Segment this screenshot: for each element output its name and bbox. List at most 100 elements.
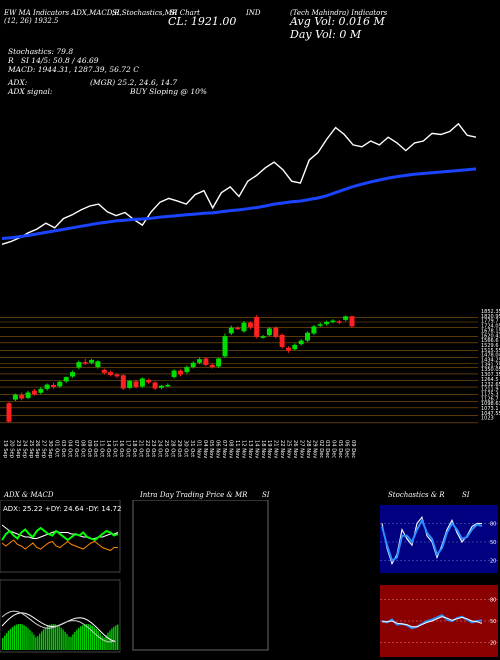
price-label: 1232.65 [481, 382, 500, 388]
date-label: 27 Sep [41, 440, 47, 459]
macd-bar [50, 624, 53, 650]
candle-body [216, 358, 222, 367]
stoch-panel [380, 505, 498, 573]
macd-bar [113, 626, 115, 650]
macd-bar [64, 631, 66, 650]
candle-body [19, 395, 25, 399]
stoch-title: Stochastics & R [388, 491, 445, 499]
candle-body [133, 381, 139, 388]
date-label: 08 Oct [79, 440, 85, 457]
price-label: 1098.63 [481, 401, 500, 407]
macd-bar [21, 624, 23, 650]
price-label: 1023 [481, 416, 494, 422]
date-label: 18 Nov [260, 440, 266, 458]
macd-bar [72, 634, 74, 650]
rsi-line [382, 616, 483, 628]
candle-body [247, 322, 253, 328]
price-line [1, 122, 477, 245]
stoch-tick: 50 [490, 540, 496, 546]
candle-body [171, 370, 177, 377]
candle-body [44, 384, 50, 389]
macd-bar [87, 624, 90, 650]
rsi-tick: 50 [490, 619, 496, 625]
date-label: 20 Sep [8, 440, 14, 459]
candle-body [152, 382, 158, 389]
date-label: 10 Oct [92, 440, 98, 457]
adx-macd-title: ADX & MACD [4, 491, 54, 499]
candle-body [82, 362, 88, 364]
date-label: 18 Oct [131, 440, 137, 457]
macd-bar [31, 632, 33, 650]
date-label: 24 Oct [157, 440, 163, 457]
price-label: 1211.9 [481, 387, 499, 393]
date-label: 09 Dec [350, 440, 356, 458]
date-label: 01 Nov [195, 440, 201, 458]
stoch-line [381, 517, 483, 563]
candle-body [146, 379, 152, 383]
date-label: 08 Nov [228, 440, 234, 458]
macd-bar [56, 625, 58, 650]
date-label: 14 Nov [253, 440, 259, 458]
date-label: 04 Dec [331, 440, 337, 458]
candle-body [266, 328, 272, 336]
candle-body [139, 378, 145, 387]
adx-line [1, 539, 118, 552]
stochastics-value: Stochastics: 79.8 [8, 47, 74, 56]
macd-bar [4, 635, 6, 650]
candle-body [165, 384, 171, 387]
macd-bar [41, 631, 43, 650]
candle-body [12, 394, 18, 400]
date-label: 07 Nov [221, 440, 227, 458]
date-label: 02 Dec [318, 440, 324, 458]
macd-bar [93, 627, 95, 650]
candle-body [228, 327, 234, 334]
date-label: 11 Oct [99, 440, 105, 457]
candle-body [51, 384, 56, 387]
macd-bar [82, 625, 84, 650]
ma-line [1, 167, 477, 240]
price-label: 1779.7 [481, 319, 499, 325]
candle-body [38, 388, 44, 393]
date-label: 16 Oct [118, 440, 124, 457]
date-label: 29 Nov [311, 440, 317, 458]
header-symbol: IND [246, 9, 261, 17]
macd-bar [83, 624, 86, 650]
price-label: 1391.25 [481, 362, 500, 368]
day-volume: Day Vol: 0 M [290, 28, 362, 41]
macd-bar [15, 624, 18, 650]
date-label: 23 Sep [15, 440, 21, 459]
macd-bar [68, 636, 70, 650]
macd-bar [48, 624, 51, 650]
macd-bar [97, 631, 99, 650]
candle-body [349, 316, 355, 327]
macd-bar [95, 629, 97, 650]
macd-bar [109, 630, 111, 650]
intraday-title: Intra Day Trading Price & MR [140, 491, 248, 499]
date-label: 31 Oct [189, 440, 195, 457]
date-label: 07 Oct [73, 440, 79, 457]
macd-value: MACD: 1944.31, 1287.39, 56.72 C [8, 65, 139, 74]
date-label: 19 Nov [266, 440, 272, 458]
header-title-mid2: SI Chart [170, 9, 200, 17]
candle-body [286, 347, 291, 351]
candle-body [108, 372, 114, 375]
adx-value: ADX: [8, 78, 28, 87]
date-label: 30 Sep [47, 440, 53, 459]
date-label: 19 Sep [2, 440, 8, 459]
macd-bar [60, 627, 62, 650]
candle-body [63, 377, 69, 382]
intraday-title-2: SI [262, 491, 270, 499]
candle-body [203, 358, 209, 365]
date-label: 30 Oct [182, 440, 188, 457]
price-label: 1678.15 [481, 328, 500, 334]
header-title-left: EW MA Indicators ADX,MACD,R [4, 9, 120, 17]
candle-body [178, 370, 183, 375]
macd-bar [23, 625, 25, 650]
date-label: 06 Dec [344, 440, 350, 458]
macd-bar [29, 630, 31, 650]
date-label: 15 Oct [112, 440, 118, 457]
date-label: 03 Dec [324, 440, 330, 458]
macd-bar [111, 628, 113, 650]
candle-body [336, 321, 342, 323]
macd-bar [70, 636, 72, 650]
